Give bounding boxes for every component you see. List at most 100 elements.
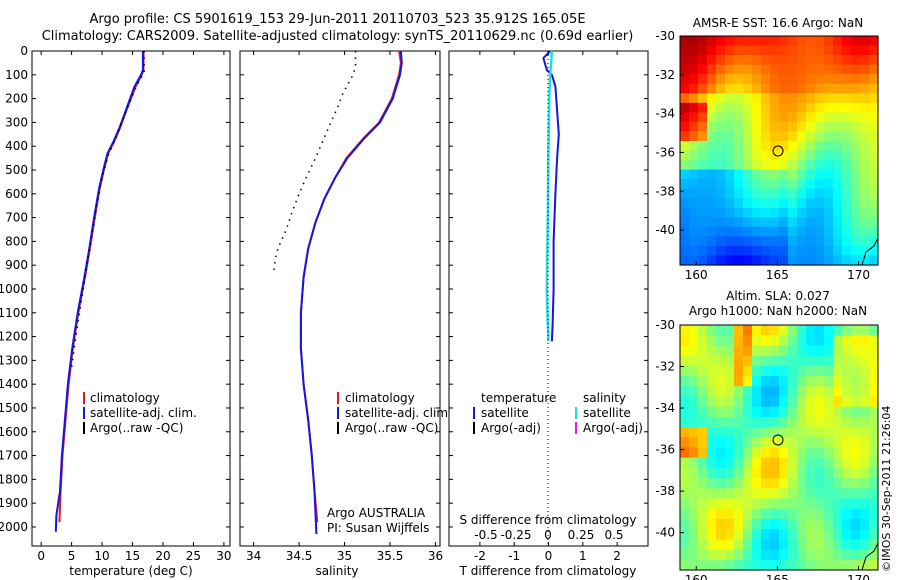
- map-cell: [797, 457, 807, 469]
- map-cell: [734, 102, 744, 113]
- map-cell: [689, 112, 699, 123]
- map-cell: [860, 518, 870, 530]
- map-cell: [833, 169, 843, 180]
- difference-legend: temperature satellite Argo(-adj) salinit…: [473, 391, 643, 435]
- map-cell: [833, 112, 843, 123]
- map-cell: [797, 376, 807, 387]
- map-cell: [788, 508, 798, 520]
- map-cell: [770, 160, 780, 171]
- map-cell: [806, 386, 816, 398]
- map-cell: [842, 45, 852, 56]
- map-cell: [716, 74, 726, 85]
- map-cell: [815, 457, 825, 469]
- map-cell: [716, 559, 726, 571]
- map-cell: [761, 83, 771, 94]
- map-cell: [824, 160, 834, 171]
- map-cell: [806, 236, 816, 247]
- map-cell: [833, 335, 843, 347]
- map-cell: [815, 325, 825, 336]
- map-cell: [869, 539, 879, 551]
- map-cell: [680, 457, 690, 469]
- map-cell: [689, 437, 699, 449]
- map-cell: [833, 498, 843, 510]
- map-cell: [716, 112, 726, 123]
- map-cell: [725, 365, 735, 377]
- map-cell: [869, 447, 879, 459]
- map-cell: [689, 36, 699, 47]
- map-cell: [779, 55, 789, 66]
- map-cell: [698, 457, 708, 469]
- map-cell: [707, 549, 717, 561]
- map-cell: [734, 508, 744, 520]
- map-cell: [743, 345, 753, 357]
- map-cell: [734, 207, 744, 218]
- map-cell: [851, 498, 861, 510]
- map-cell: [833, 518, 843, 530]
- map-cell: [725, 83, 735, 94]
- map-cell: [788, 416, 798, 428]
- map-cell: [734, 83, 744, 94]
- y-tick-label: 200: [5, 92, 28, 106]
- map-cell: [734, 529, 744, 540]
- map-cell: [779, 396, 789, 408]
- map-cell: [833, 478, 843, 489]
- map-cell: [716, 508, 726, 520]
- map-cell: [707, 140, 717, 152]
- map-cell: [716, 207, 726, 218]
- map-cell: [815, 255, 825, 266]
- map-cell: [743, 365, 753, 377]
- map-cell: [770, 131, 780, 142]
- legend-climatology: climatology: [90, 391, 160, 405]
- map-cell: [734, 188, 744, 199]
- map-cell: [725, 150, 735, 161]
- map-cell: [797, 83, 807, 94]
- y-tick-label: 2000: [0, 520, 28, 534]
- map-cell: [815, 93, 825, 104]
- map-cell: [788, 365, 798, 377]
- map-cell: [797, 150, 807, 161]
- map-cell: [869, 427, 879, 438]
- y-tick-label: 100: [5, 68, 28, 82]
- map-cell: [770, 150, 780, 161]
- map-cell: [707, 188, 717, 199]
- map-cell: [860, 169, 870, 180]
- map-cell: [869, 102, 879, 113]
- map-cell: [716, 150, 726, 161]
- map-cell: [860, 539, 870, 551]
- map-cell: [770, 549, 780, 561]
- map-cell: [824, 64, 834, 75]
- y-tick-label: 600: [5, 187, 28, 201]
- map-x-tick-label: 170: [847, 573, 870, 580]
- map-cell: [734, 488, 744, 500]
- map-cell: [824, 121, 834, 133]
- map-cell: [716, 376, 726, 387]
- map-cell: [806, 169, 816, 180]
- map-cell: [743, 488, 753, 500]
- map-cell: [779, 427, 789, 438]
- map-cell: [779, 345, 789, 357]
- map-cell: [752, 160, 762, 171]
- map-cell: [779, 188, 789, 199]
- sst-map: AMSR-E SST: 16.6 Argo: NaN 160 165 170 -30 -…: [655, 16, 879, 282]
- map-cell: [788, 217, 798, 228]
- map-cell: [806, 345, 816, 357]
- map-cell: [806, 457, 816, 469]
- map-cell: [824, 169, 834, 180]
- map-cell: [752, 396, 762, 408]
- map-cell: [716, 188, 726, 199]
- map-cell: [761, 169, 771, 180]
- map-cell: [860, 508, 870, 520]
- map-cell: [761, 549, 771, 561]
- map-cell: [797, 447, 807, 459]
- map-cell: [788, 150, 798, 161]
- argo-program-annotation: Argo AUSTRALIA: [327, 506, 426, 520]
- y-tick-label: 500: [5, 163, 28, 177]
- map-cell: [752, 255, 762, 266]
- map-cell: [779, 140, 789, 152]
- map-cell: [743, 74, 753, 85]
- map-cell: [716, 447, 726, 459]
- map-cell: [860, 93, 870, 104]
- map-cell: [851, 207, 861, 218]
- map-cell: [734, 437, 744, 449]
- map-cell: [734, 518, 744, 530]
